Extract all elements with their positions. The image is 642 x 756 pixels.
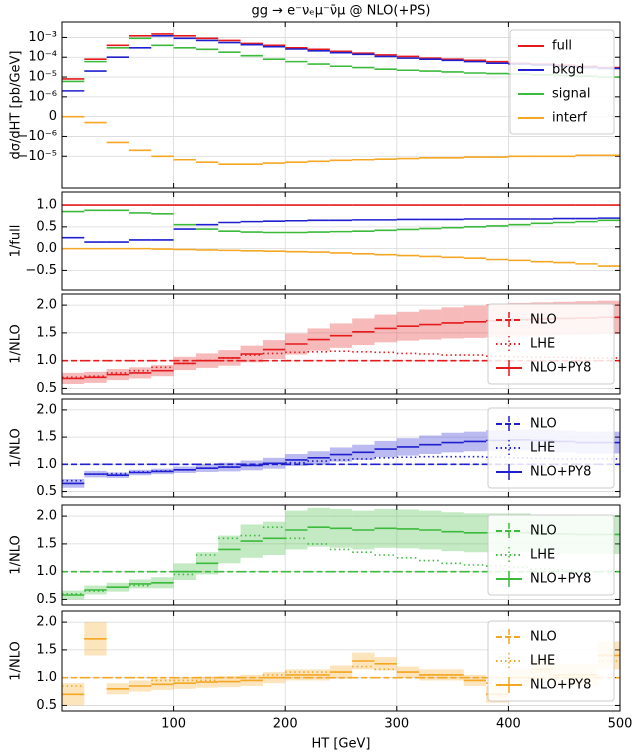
- y-tick-label: 1.5: [36, 536, 57, 551]
- y-tick-label: 2.0: [36, 298, 57, 313]
- y-tick-label: 1.0: [36, 353, 57, 368]
- panel-frame: [61, 293, 621, 395]
- y-tick-label: 1.0: [36, 564, 57, 579]
- legend-label: NLO: [530, 417, 557, 432]
- legend-label: bkgd: [552, 63, 584, 78]
- y-tick-label: 2.0: [36, 402, 57, 417]
- y-tick-label: −10⁻⁶: [17, 129, 57, 144]
- y-tick-label: 0: [49, 109, 57, 124]
- y-axis-label: 1/NLO: [9, 641, 24, 680]
- legend-label: NLO+PY8: [530, 361, 591, 376]
- y-axis-label: 1/NLO: [9, 428, 24, 467]
- y-tick-label: 1.5: [36, 325, 57, 340]
- y-tick-label: 0.0: [36, 241, 57, 256]
- y-tick-label: 0.5: [36, 592, 57, 607]
- y-tick-label: 1.0: [36, 198, 57, 213]
- y-tick-label: 2.0: [36, 615, 57, 630]
- y-tick-label: 10⁻⁵: [28, 70, 57, 85]
- panel-frame: [61, 504, 621, 606]
- panel-frame: [61, 398, 621, 498]
- legend-label: NLO+PY8: [530, 465, 591, 480]
- panel-frame: [61, 610, 621, 712]
- legend-label: NLO: [530, 630, 557, 645]
- chart-title: gg → e⁻νₑμ⁻ν̄μ @ NLO(+PS): [252, 4, 431, 19]
- legend-label: LHE: [530, 441, 555, 456]
- y-tick-label: 2.0: [36, 509, 57, 524]
- legend-box: [487, 407, 615, 489]
- y-tick-label: 0.5: [36, 698, 57, 713]
- legend-label: LHE: [530, 337, 555, 352]
- y-axis-label: 1/NLO: [9, 535, 24, 574]
- y-tick-label: 1.0: [36, 670, 57, 685]
- legend-label: NLO+PY8: [530, 572, 591, 587]
- legend-label: LHE: [530, 548, 555, 563]
- legend-label: NLO+PY8: [530, 678, 591, 693]
- y-tick-label: 0.5: [36, 484, 57, 499]
- y-tick-label: 10⁻⁴: [28, 50, 57, 65]
- y-tick-label: 10⁻⁶: [28, 89, 57, 104]
- legend-label: interf: [552, 111, 587, 126]
- legend-box: [487, 620, 615, 702]
- legend-label: signal: [552, 87, 590, 102]
- y-tick-label: 0.5: [36, 381, 57, 396]
- legend-label: LHE: [530, 654, 555, 669]
- x-axis-label: HT [GeV]: [312, 737, 371, 752]
- legend-label: NLO: [530, 524, 557, 539]
- legend-label: full: [552, 39, 572, 54]
- y-tick-label: 10⁻³: [28, 30, 57, 45]
- panel-frame: [61, 21, 621, 189]
- y-tick-label: 0.5: [36, 219, 57, 234]
- y-tick-label: 1.5: [36, 642, 57, 657]
- x-tick-label: 400: [496, 717, 521, 732]
- x-tick-label: 500: [608, 717, 633, 732]
- y-tick-label: 1.5: [36, 430, 57, 445]
- panel-frame: [61, 191, 621, 291]
- x-tick-label: 100: [161, 717, 186, 732]
- legend-box: [487, 514, 615, 596]
- legend-box: [509, 29, 615, 135]
- x-tick-label: 200: [273, 717, 298, 732]
- y-tick-label: 1.0: [36, 457, 57, 472]
- x-tick-label: 300: [384, 717, 409, 732]
- y-tick-label: −10⁻⁵: [17, 149, 57, 164]
- y-axis-label: 1/NLO: [9, 324, 24, 363]
- legend-label: NLO: [530, 313, 557, 328]
- y-tick-label: −0.5: [25, 263, 57, 278]
- legend-box: [487, 303, 615, 385]
- y-axis-label: dσ/dHT [pb/GeV]: [9, 51, 24, 160]
- y-axis-label: 1/full: [9, 225, 24, 258]
